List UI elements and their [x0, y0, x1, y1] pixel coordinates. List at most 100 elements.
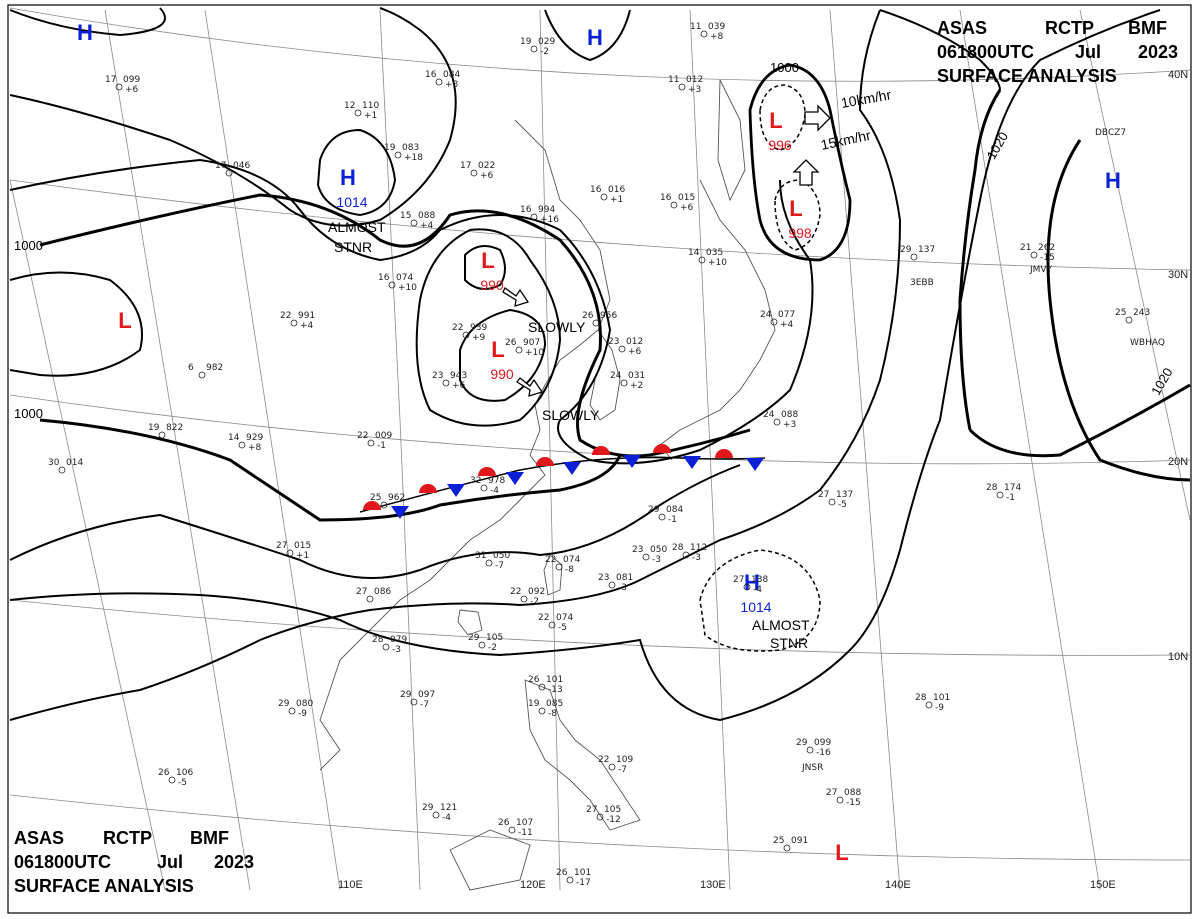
annotation-slowly: SLOWLY [542, 407, 600, 423]
station-tendency: -12 [606, 815, 621, 825]
front-line [359, 456, 766, 513]
station-tendency: -3 [618, 583, 627, 593]
station-pressure: 939 [470, 323, 487, 333]
station-tendency: -3 [652, 555, 661, 565]
header-product: ASAS [14, 828, 64, 848]
isobar-1000-center [39, 418, 622, 522]
header-year: 2023 [214, 852, 254, 872]
station-plot: 16 084+8 [425, 70, 460, 90]
station-circle [382, 643, 390, 651]
station-pressure: 943 [450, 371, 467, 381]
station-tendency: -5 [838, 500, 847, 510]
station-circle [515, 346, 523, 354]
meridian-110e [204, 9, 341, 891]
station-circle [367, 439, 375, 447]
station-temp: 16 [590, 185, 602, 195]
high-pressure-symbol: H [77, 20, 93, 45]
high-pressure-symbol: H [340, 165, 356, 190]
station-temp: 23 [598, 573, 609, 583]
station-plot: 6 982 [188, 363, 223, 379]
station-plot: 28 101-9 [915, 693, 950, 713]
station-pressure: 015 [294, 541, 311, 551]
header-year: 2023 [1138, 42, 1178, 62]
station-plot: 22 939+9 [452, 323, 487, 343]
station-pressure: 978 [488, 476, 505, 486]
station-plot: 29 137 [900, 245, 935, 261]
station-temp: 22 [538, 613, 549, 623]
header-month: Jul [1075, 42, 1101, 62]
station-tendency: -7 [618, 765, 627, 775]
station-temp: 30 [48, 458, 60, 468]
arrow-slowly-2 [516, 377, 544, 397]
station-temp: 23 [432, 371, 443, 381]
dashed-high-1014 [699, 549, 821, 652]
station-tendency: -5 [558, 623, 567, 633]
station-circle [618, 345, 626, 353]
station-temp: 16 [425, 70, 437, 80]
station-tendency: -16 [816, 748, 831, 758]
station-plot: 22 074-5 [538, 613, 573, 633]
station-pressure: 107 [516, 818, 533, 828]
isobar [9, 7, 166, 37]
station-circle [538, 707, 546, 715]
lon-label: 150E [1090, 879, 1116, 891]
cold-front-symbol [746, 458, 764, 471]
station-circle [410, 698, 418, 706]
station-plot: 24 088+3 [763, 410, 798, 430]
station-circle [806, 746, 814, 754]
station-circle [410, 219, 418, 227]
warm-front-symbol [478, 467, 496, 476]
station-tendency: -15 [1040, 253, 1055, 263]
annotation-speed: 15km/hr [819, 127, 872, 153]
parallel-30n [9, 179, 1191, 271]
station-plot: 16 074+10 [378, 273, 417, 293]
station-temp: 29 [422, 803, 434, 813]
station-circle [783, 844, 791, 852]
station-circle [592, 319, 600, 327]
header-title: SURFACE ANALYSIS [14, 876, 194, 896]
station-plot: 27 137-5 [818, 490, 853, 510]
station-temp: 29 [900, 245, 912, 255]
station-circle [658, 513, 666, 521]
warm-front-symbol [363, 501, 381, 510]
station-circle [682, 551, 690, 559]
station-temp: 14 [688, 248, 700, 258]
cold-front-symbol [447, 484, 465, 497]
header-product: ASAS [937, 18, 987, 38]
station-temp: 16 [520, 205, 532, 215]
isobar-low-990 [415, 228, 562, 427]
station-temp: 22 [510, 587, 521, 597]
station-pressure: 009 [375, 431, 392, 441]
station-pressure: 046 [233, 161, 250, 171]
lat-label: 30N [1168, 269, 1188, 281]
low-pressure-symbol: L [789, 196, 802, 221]
station-plot: 26 101-17 [556, 868, 591, 888]
parallel-40n [9, 7, 1191, 82]
station-temp: 21 [1020, 243, 1031, 253]
ship-id: 3EBB [910, 278, 934, 288]
annotation-slowly: SLOWLY [528, 319, 586, 335]
station-tendency: -1 [377, 441, 386, 451]
station-circle [608, 763, 616, 771]
station-temp: 27 [826, 788, 837, 798]
station-circle [470, 169, 478, 177]
station-pressure: 099 [814, 738, 831, 748]
station-tendency: -2 [530, 597, 539, 607]
coastline-korea [589, 329, 621, 421]
station-circle [168, 776, 176, 784]
station-temp: 16 [378, 273, 390, 283]
high-pressure-symbol: H [744, 570, 760, 595]
station-plot: 30 014 [48, 458, 83, 474]
isobar-high-1014 [316, 128, 397, 217]
station-temp: 14 [228, 433, 240, 443]
station-pressure: 050 [493, 551, 510, 561]
header-station: RCTP [1045, 18, 1094, 38]
station-circle [530, 45, 538, 53]
station-tendency: +3 [688, 85, 701, 95]
header-month: Jul [157, 852, 183, 872]
station-temp: 6 [188, 363, 194, 373]
station-plot: 16 016+1 [590, 185, 625, 205]
station-circle [566, 876, 574, 884]
header-top: ASAS RCTP BMF 061800UTC Jul 2023 SURFACE… [937, 18, 1178, 86]
station-temp: 25 [1115, 308, 1126, 318]
